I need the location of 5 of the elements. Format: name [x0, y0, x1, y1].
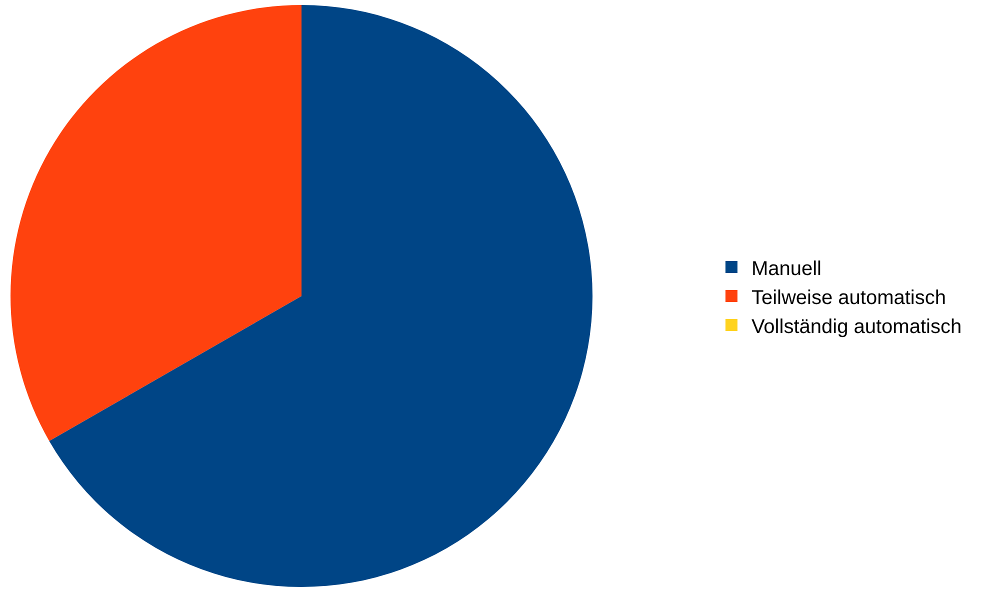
legend-label: Vollständig automatisch [751, 316, 962, 338]
pie-slice [49, 5, 592, 587]
legend-label: Teilweise automatisch [751, 286, 946, 309]
legend-label: Manuell [751, 258, 822, 280]
pie-slice [10, 5, 302, 441]
